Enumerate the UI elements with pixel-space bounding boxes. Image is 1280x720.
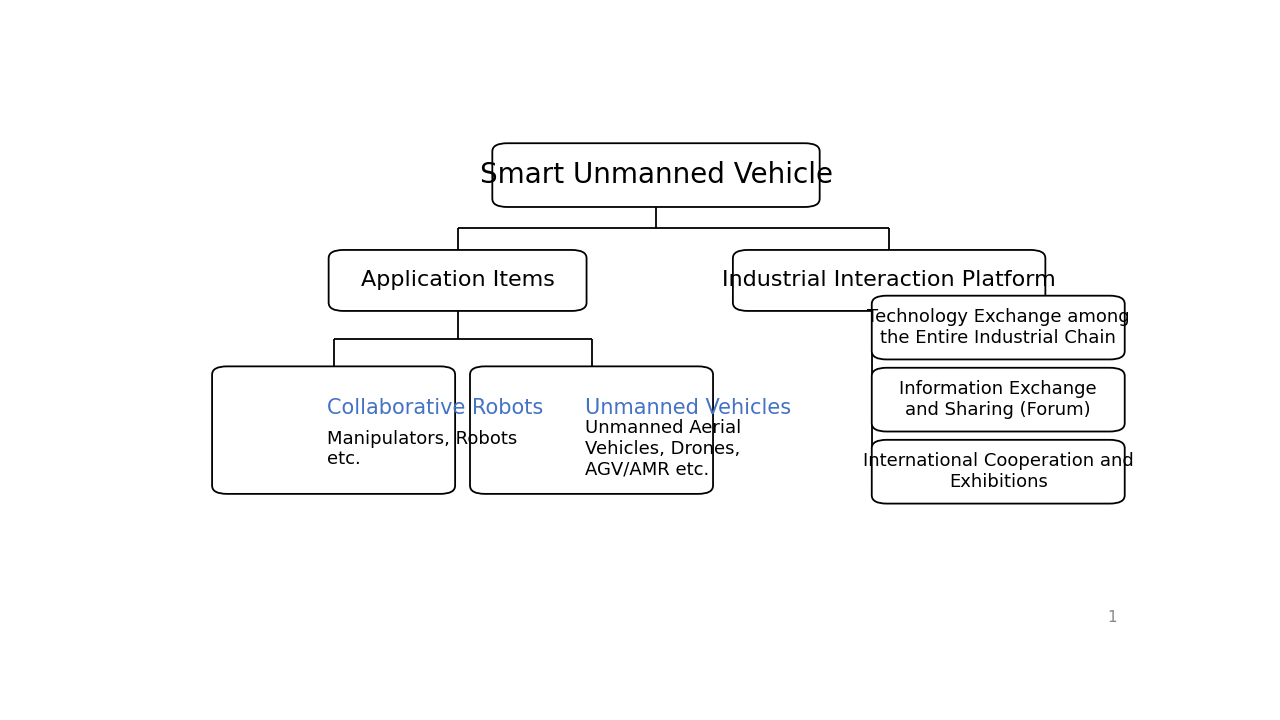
Text: Unmanned Aerial
Vehicles, Drones,
AGV/AMR etc.: Unmanned Aerial Vehicles, Drones, AGV/AM… — [585, 419, 741, 479]
FancyBboxPatch shape — [733, 250, 1046, 311]
Text: International Cooperation and
Exhibitions: International Cooperation and Exhibition… — [863, 452, 1134, 491]
FancyBboxPatch shape — [872, 368, 1125, 431]
Text: Industrial Interaction Platform: Industrial Interaction Platform — [722, 271, 1056, 290]
Text: Collaborative Robots: Collaborative Robots — [328, 398, 544, 418]
FancyBboxPatch shape — [872, 296, 1125, 359]
Text: Information Exchange
and Sharing (Forum): Information Exchange and Sharing (Forum) — [900, 380, 1097, 419]
Text: Manipulators, Robots
etc.: Manipulators, Robots etc. — [328, 430, 517, 469]
Text: Application Items: Application Items — [361, 271, 554, 290]
FancyBboxPatch shape — [872, 440, 1125, 503]
FancyBboxPatch shape — [329, 250, 586, 311]
FancyBboxPatch shape — [470, 366, 713, 494]
FancyBboxPatch shape — [212, 366, 456, 494]
Text: Unmanned Vehicles: Unmanned Vehicles — [585, 398, 791, 418]
Text: Smart Unmanned Vehicle: Smart Unmanned Vehicle — [480, 161, 832, 189]
FancyBboxPatch shape — [493, 143, 819, 207]
Text: 1: 1 — [1107, 611, 1117, 625]
Text: Technology Exchange among
the Entire Industrial Chain: Technology Exchange among the Entire Ind… — [867, 308, 1129, 347]
